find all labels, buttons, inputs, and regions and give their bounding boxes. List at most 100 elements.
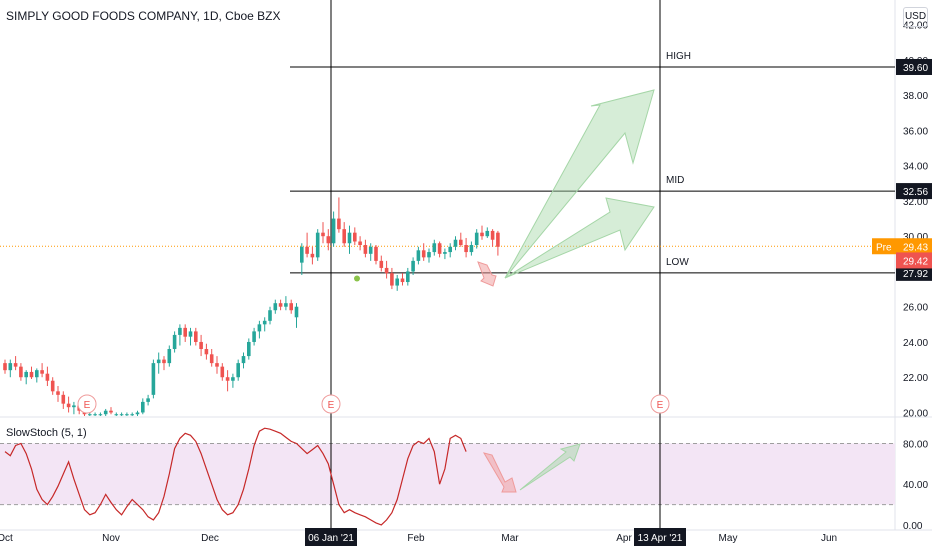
price-tick-label: 38.00 <box>903 91 928 102</box>
candle-body <box>29 371 34 378</box>
candle-body <box>384 267 389 274</box>
candle-body <box>66 403 71 408</box>
earnings-marker <box>321 394 341 414</box>
candle-body <box>448 246 452 253</box>
price-tick-label: 34.00 <box>903 162 928 173</box>
candle-body <box>464 245 468 253</box>
stoch-arrow-up <box>519 443 581 491</box>
candle-body <box>172 334 177 350</box>
candle-body <box>326 236 331 244</box>
pre-market-tag-label: Pre <box>876 242 892 253</box>
candle-body <box>204 349 209 355</box>
price-tick-label: 30.00 <box>903 232 928 243</box>
date-marker-bg <box>305 528 357 546</box>
pre-market-tag-bg <box>872 238 932 255</box>
candle-body <box>40 370 44 374</box>
chart-title: SIMPLY GOOD FOODS COMPANY, 1D, Cboe BZX <box>6 9 281 23</box>
candle-body <box>88 414 92 416</box>
price-tick-label: 20.00 <box>903 408 928 419</box>
candle-body <box>56 391 60 395</box>
candle-body <box>135 412 140 415</box>
earnings-marker-label: E <box>84 400 91 411</box>
candle-body <box>273 303 278 311</box>
candle-body <box>406 271 410 283</box>
candle-body <box>35 370 39 378</box>
candle-body <box>119 414 124 416</box>
candle-body <box>427 252 431 258</box>
candle-body <box>443 252 447 254</box>
candle-body <box>247 341 251 357</box>
time-tick-label: Oct <box>0 533 13 544</box>
candle-body <box>125 414 129 416</box>
projection-arrow-up <box>504 89 655 279</box>
candle-body <box>363 245 368 254</box>
candle-body <box>294 306 299 318</box>
candle-body <box>45 373 50 381</box>
stoch-tick-label: 40.00 <box>903 480 928 491</box>
level-name-label: MID <box>666 175 684 186</box>
candle-body <box>13 363 18 367</box>
candle-body <box>315 232 320 258</box>
candle-body <box>368 246 373 254</box>
candle-body <box>151 363 156 395</box>
stoch-tick-label: 80.00 <box>903 439 928 450</box>
candle-body <box>156 359 161 364</box>
level-price-bg <box>896 264 932 281</box>
level-price-label: 39.60 <box>903 63 928 74</box>
candle-body <box>178 327 182 335</box>
candle-body <box>50 380 55 392</box>
last-price-bg <box>896 252 932 269</box>
candle-body <box>257 324 262 332</box>
candle-body <box>194 331 198 342</box>
earnings-marker <box>650 394 670 414</box>
stoch-line <box>4 427 467 526</box>
candle-body <box>379 260 384 268</box>
candle-body <box>236 363 240 378</box>
candle-body <box>209 354 214 364</box>
candle-body <box>93 414 97 416</box>
candle-body <box>114 414 119 416</box>
candle-body <box>130 414 134 416</box>
candle-body <box>278 303 283 307</box>
candle-body <box>390 273 394 286</box>
candle-body <box>411 260 415 272</box>
candle-body <box>432 243 437 253</box>
candle-body <box>146 398 150 402</box>
candle-body <box>353 232 357 242</box>
projection-arrow-down <box>477 261 497 287</box>
candle-body <box>3 363 7 371</box>
time-tick-label: May <box>719 533 738 544</box>
indicator-label: SlowStoch (5, 1) <box>6 427 87 439</box>
candle-body <box>469 245 474 253</box>
candle-body <box>61 394 66 404</box>
candle-body <box>485 230 490 237</box>
pre-market-price: 29.43 <box>903 242 928 253</box>
price-tick-label: 36.00 <box>903 126 928 137</box>
candle-body <box>337 218 341 230</box>
stoch-arrow-down <box>482 452 517 493</box>
time-tick-label: Apr <box>616 533 632 544</box>
candle-body <box>395 278 399 286</box>
candle-body <box>103 410 108 415</box>
level-price-bg <box>896 183 932 200</box>
candle-body <box>141 401 145 413</box>
level-price-bg <box>896 58 932 75</box>
candle-body <box>188 331 193 337</box>
candle-body <box>437 243 442 254</box>
candle-body <box>453 239 458 247</box>
candle-body <box>220 366 225 378</box>
candle-body <box>421 250 426 258</box>
candle-body <box>268 310 272 321</box>
candle-body <box>474 232 479 246</box>
earnings-marker-label: E <box>328 400 335 411</box>
time-tick-label: Dec <box>201 533 219 544</box>
candle-body <box>300 246 304 263</box>
candle-body <box>459 239 463 246</box>
event-dot <box>354 275 360 282</box>
time-tick-label: Mar <box>501 533 519 544</box>
currency-button[interactable]: USD <box>903 7 928 27</box>
candle-body <box>284 303 288 307</box>
candle-body <box>490 230 495 240</box>
date-marker-bg <box>634 528 686 546</box>
